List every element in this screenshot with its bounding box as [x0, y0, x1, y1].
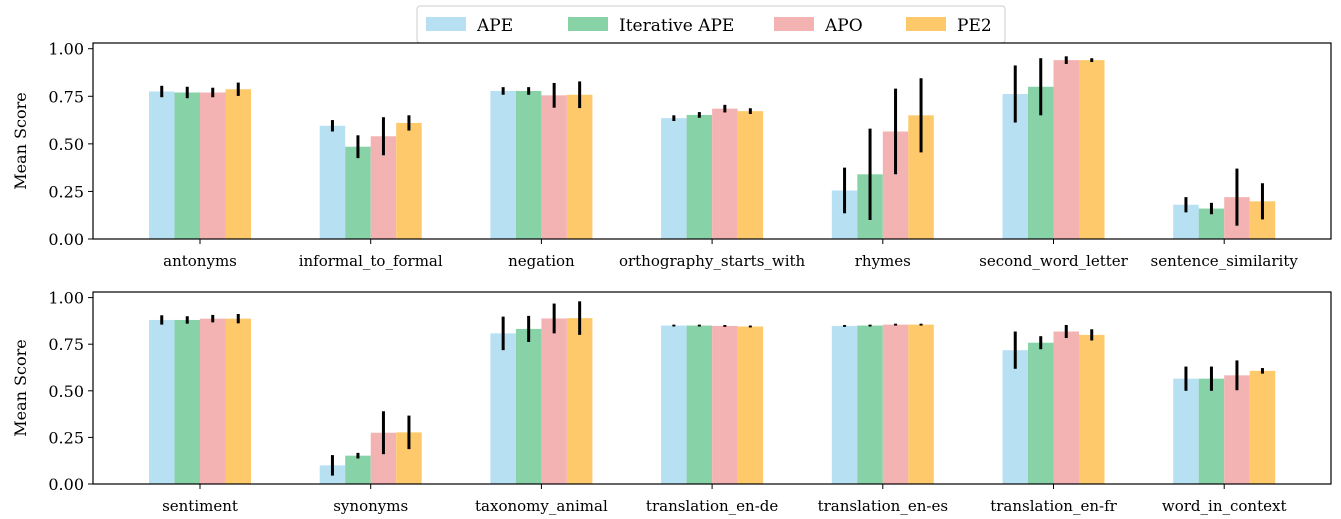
x-tick-label: translation_en-es	[818, 497, 948, 515]
bar-word-in-context-ape	[1173, 378, 1199, 484]
bar-sentiment-pe2	[225, 318, 251, 484]
bar-antonyms-apo	[200, 92, 226, 239]
y-tick-label: 0.25	[48, 182, 84, 201]
bar-sentiment-ape	[149, 319, 175, 484]
plot-frame	[92, 291, 1332, 485]
bar-negation-pe2	[566, 94, 593, 239]
x-tick-label: word_in_context	[1162, 497, 1287, 515]
x-tick-label: negation	[508, 252, 575, 270]
bar-word-in-context-apo	[1224, 375, 1250, 484]
legend: APE Iterative APE APO PE2	[416, 5, 1006, 44]
legend-label-pe2: PE2	[957, 16, 992, 36]
bar-sentiment-apo	[200, 318, 226, 484]
y-tick-label: 0.75	[48, 335, 84, 354]
bar-synonyms-iterative-ape	[345, 455, 371, 484]
bar-orthography-starts-with-pe2	[737, 111, 764, 239]
bar-translation-en-de-ape	[661, 325, 687, 484]
legend-swatch-ape	[426, 17, 466, 31]
x-tick-label: translation_en-fr	[990, 497, 1117, 515]
bar-negation-iterative-ape	[515, 90, 542, 239]
x-tick-label: sentiment	[162, 497, 238, 515]
bar-translation-en-es-ape	[831, 325, 858, 484]
x-tick-label: antonyms	[163, 252, 237, 270]
y-axis-label: Mean Score	[11, 339, 30, 436]
chart-panel-bottom: sentiment synonyms taxonomy_animal translat…	[11, 289, 1332, 515]
y-tick-label: 0.50	[48, 382, 84, 401]
bar-second-word-letter-apo	[1053, 60, 1079, 239]
chart-panel-top: antonyms informal_to_formal negation orthog…	[11, 40, 1332, 270]
bar-translation-en-es-iterative-ape	[857, 325, 883, 484]
bar-negation-apo	[541, 95, 567, 239]
x-tick-label: translation_en-de	[646, 497, 778, 515]
y-tick-label: 0.75	[48, 87, 84, 106]
bar-informal-to-formal-pe2	[396, 122, 422, 239]
bar-word-in-context-iterative-ape	[1198, 378, 1225, 484]
y-tick-label: 0.50	[48, 135, 84, 154]
bar-translation-en-es-pe2	[908, 324, 934, 484]
legend-label-iterative-ape: Iterative APE	[619, 16, 734, 36]
bar-translation-en-fr-iterative-ape	[1028, 342, 1054, 484]
legend-label-apo: APO	[824, 16, 863, 36]
bar-second-word-letter-pe2	[1079, 60, 1105, 239]
bar-orthography-starts-with-apo	[712, 108, 738, 240]
y-tick-label: 0.00	[48, 230, 84, 249]
x-tick-label: taxonomy_animal	[475, 497, 608, 515]
bar-translation-en-fr-apo	[1053, 331, 1079, 484]
legend-swatch-apo	[774, 17, 814, 31]
bar-translation-en-fr-ape	[1002, 350, 1028, 484]
bar-translation-en-de-iterative-ape	[686, 325, 713, 484]
bar-taxonomy-animal-iterative-ape	[515, 328, 542, 484]
y-axis-label: Mean Score	[11, 92, 30, 189]
bar-antonyms-iterative-ape	[174, 92, 200, 239]
x-tick-label: synonyms	[333, 497, 408, 515]
y-tick-label: 1.00	[48, 40, 84, 59]
bar-word-in-context-pe2	[1249, 370, 1276, 484]
plot-frame	[92, 42, 1332, 240]
legend-swatch-iterative-ape	[568, 17, 608, 31]
x-tick-label: second_word_letter	[979, 252, 1129, 270]
y-tick-label: 0.00	[48, 475, 84, 494]
bar-taxonomy-animal-ape	[490, 333, 516, 484]
x-tick-label: rhymes	[855, 252, 911, 270]
bar-taxonomy-animal-apo	[541, 318, 567, 484]
bar-translation-en-fr-pe2	[1079, 334, 1105, 484]
bar-translation-en-de-pe2	[737, 326, 764, 484]
bar-antonyms-pe2	[225, 89, 251, 240]
x-tick-label: informal_to_formal	[299, 252, 443, 270]
bar-negation-ape	[490, 90, 516, 239]
y-tick-label: 1.00	[48, 289, 84, 308]
bar-orthography-starts-with-ape	[661, 118, 687, 239]
bar-orthography-starts-with-iterative-ape	[686, 114, 713, 239]
x-tick-label: sentence_similarity	[1151, 252, 1299, 270]
bar-antonyms-ape	[149, 91, 175, 240]
legend-label-ape: APE	[476, 16, 513, 36]
bar-translation-en-de-apo	[712, 325, 738, 484]
x-tick-label: orthography_starts_with	[619, 252, 806, 270]
bar-translation-en-es-apo	[882, 324, 909, 484]
bar-sentiment-iterative-ape	[174, 319, 200, 484]
bar-taxonomy-animal-pe2	[566, 318, 593, 484]
bar-informal-to-formal-iterative-ape	[345, 146, 371, 239]
y-tick-label: 0.25	[48, 428, 84, 447]
legend-swatch-pe2	[906, 17, 946, 31]
bar-informal-to-formal-ape	[319, 125, 346, 239]
